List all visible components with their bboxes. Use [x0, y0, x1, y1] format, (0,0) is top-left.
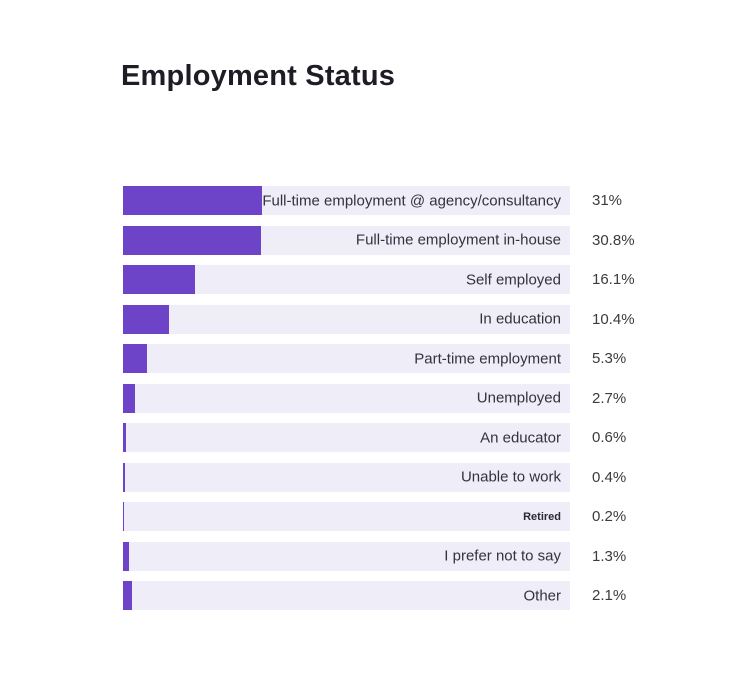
bar-fill	[123, 462, 125, 492]
bar-label: An educator	[480, 429, 561, 446]
bar-row: Unable to work 0.4%	[123, 462, 683, 492]
bar-row: In education 10.4%	[123, 304, 683, 334]
bar-row: An educator 0.6%	[123, 423, 683, 452]
bar-row: Full-time employment in-house 30.8%	[123, 225, 683, 255]
bar-track: Unemployed	[123, 383, 570, 413]
bar-fill	[123, 581, 133, 610]
bar-track: I prefer not to say	[123, 541, 570, 571]
bar-label: Other	[523, 587, 561, 604]
bar-value: 0.6%	[592, 429, 627, 446]
bar-value: 10.4%	[592, 310, 635, 328]
bar-value: 16.1%	[592, 271, 635, 288]
bar-track: Self employed	[123, 265, 570, 294]
bar-fill	[123, 423, 126, 452]
bar-track: An educator	[123, 423, 570, 452]
bar-label: Full-time employment in-house	[355, 231, 561, 249]
bar-value: 0.2%	[592, 508, 627, 525]
bar-label: Part-time employment	[414, 350, 561, 367]
bar-value: 1.3%	[592, 547, 627, 565]
bar-row: I prefer not to say 1.3%	[123, 541, 683, 571]
bar-fill	[123, 304, 170, 334]
bar-track: Other	[123, 581, 570, 610]
bar-value: 0.4%	[592, 468, 627, 486]
bar-track: Unable to work	[123, 462, 570, 492]
bar-value: 5.3%	[592, 350, 627, 367]
bar-label: In education	[479, 310, 561, 328]
bar-track: Full-time employment in-house	[123, 225, 570, 255]
bar-label: I prefer not to say	[444, 547, 561, 565]
bar-fill	[123, 541, 129, 571]
bar-fill	[123, 344, 147, 373]
bar-track: Part-time employment	[123, 344, 570, 373]
bar-fill	[123, 383, 136, 413]
chart-title: Employment Status	[121, 60, 396, 92]
bar-label: Unemployed	[476, 389, 561, 407]
bar-row: Unemployed 2.7%	[123, 383, 683, 413]
bar-fill	[123, 186, 262, 215]
bar-value: 2.1%	[592, 587, 627, 604]
bar-label: Retired	[523, 510, 561, 523]
bar-track: Full-time employment @ agency/consultanc…	[123, 186, 570, 215]
bar-row: Part-time employment 5.3%	[123, 344, 683, 373]
bar-track: Retired	[123, 502, 570, 531]
bar-value: 2.7%	[592, 389, 627, 407]
bar-fill	[123, 265, 195, 294]
bar-row: Self employed 16.1%	[123, 265, 683, 294]
bar-chart: Full-time employment @ agency/consultanc…	[123, 186, 683, 621]
bar-label: Unable to work	[460, 468, 561, 486]
bar-value: 30.8%	[592, 231, 635, 249]
bar-fill	[123, 502, 124, 531]
bar-row: Other 2.1%	[123, 581, 683, 610]
bar-row: Retired 0.2%	[123, 502, 683, 531]
bar-value: 31%	[592, 192, 623, 209]
bar-label: Full-time employment @ agency/consultanc…	[262, 192, 561, 209]
bar-row: Full-time employment @ agency/consultanc…	[123, 186, 683, 215]
bar-fill	[123, 225, 261, 255]
bar-label: Self employed	[465, 271, 561, 288]
bar-track: In education	[123, 304, 570, 334]
